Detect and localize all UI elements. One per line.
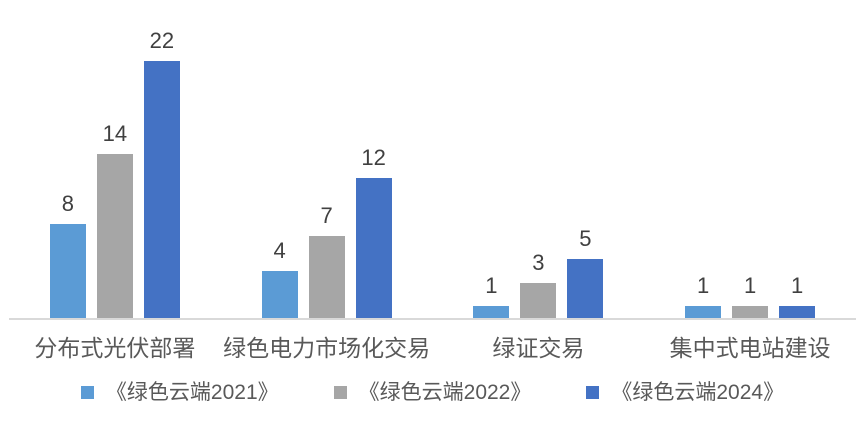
bar [473, 306, 510, 318]
legend-label: 《绿色云端2021》 [105, 381, 279, 404]
legend-item: 《绿色云端2022》 [333, 381, 532, 404]
bar [779, 306, 816, 318]
legend-swatch-icon [80, 386, 94, 400]
x-axis-labels: 分布式光伏部署 绿色电力市场化交易 绿证交易 集中式电站建设 [9, 335, 856, 361]
category-label: 分布式光伏部署 [34, 335, 196, 361]
value-label: 7 [320, 202, 333, 228]
bar [732, 306, 769, 318]
value-label: 14 [102, 120, 128, 146]
bar-column: 3 [520, 249, 557, 318]
legend-label: 《绿色云端2024》 [611, 381, 785, 404]
bar-column: 22 [143, 27, 180, 318]
bar-column: 7 [308, 202, 345, 318]
bar [355, 178, 392, 318]
value-label: 12 [361, 144, 386, 170]
value-label: 4 [273, 237, 286, 263]
bar-column: 12 [355, 144, 392, 318]
legend-swatch-icon [586, 386, 600, 400]
bar-group: 1 1 1 [644, 0, 856, 318]
bar-column: 8 [49, 190, 86, 318]
bar [143, 61, 180, 318]
value-label: 1 [744, 272, 757, 298]
value-label: 5 [579, 225, 592, 251]
bar-group: 4 7 12 [221, 0, 433, 318]
legend-item: 《绿色云端2021》 [80, 381, 279, 404]
bar-column: 1 [779, 272, 816, 318]
plot-area: 8 14 22 4 7 12 1 3 5 1 1 1 [9, 0, 856, 318]
x-axis-line [9, 318, 856, 320]
legend-label: 《绿色云端2022》 [358, 381, 532, 404]
bar-column: 1 [685, 272, 722, 318]
legend: 《绿色云端2021》 《绿色云端2022》 《绿色云端2024》 [0, 381, 865, 404]
bar [520, 283, 557, 318]
bar [49, 224, 86, 318]
bar-column: 4 [261, 237, 298, 318]
value-label: 3 [532, 249, 545, 275]
value-label: 1 [485, 272, 498, 298]
bar-group: 8 14 22 [9, 0, 221, 318]
bar-group: 1 3 5 [433, 0, 645, 318]
legend-swatch-icon [333, 386, 347, 400]
value-label: 1 [697, 272, 710, 298]
bar [308, 236, 345, 318]
legend-item: 《绿色云端2024》 [586, 381, 784, 404]
bar [96, 154, 133, 318]
bar [261, 271, 298, 318]
category-label: 集中式电站建设 [669, 335, 831, 361]
bar-column: 5 [567, 225, 604, 318]
bar-column: 1 [473, 272, 510, 318]
value-label: 22 [149, 27, 175, 53]
bar-column: 14 [96, 120, 133, 318]
category-label: 绿色电力市场化交易 [223, 335, 431, 361]
bar [567, 259, 604, 318]
bar [685, 306, 722, 318]
bar-column: 1 [732, 272, 769, 318]
value-label: 1 [791, 272, 804, 298]
value-label: 8 [61, 190, 74, 216]
category-label: 绿证交易 [492, 335, 585, 361]
